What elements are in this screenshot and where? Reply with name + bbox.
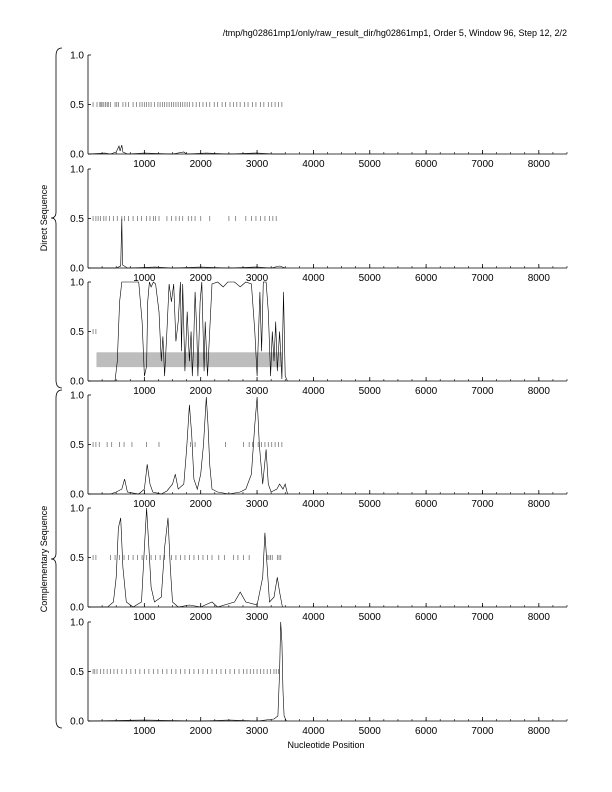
x-tick-label: 3000 <box>246 726 269 737</box>
x-tick-label: 8000 <box>528 386 551 397</box>
y-tick-label: 1.0 <box>70 278 84 289</box>
x-tick-label: 2000 <box>190 612 213 623</box>
x-tick-label: 3000 <box>246 612 269 623</box>
y-tick-label: 0.5 <box>70 214 84 225</box>
panel-direct-frame-1: 0.0 0.5 1.0 1000 2000 3000 4000 5000 6000 7000 800… <box>70 51 568 170</box>
y-tick-label: 0.0 <box>70 490 84 501</box>
x-tick-label: 4000 <box>302 273 325 284</box>
x-tick-label: 3000 <box>246 386 269 397</box>
x-tick-label: 2000 <box>190 386 213 397</box>
direct-sequence-bracket <box>50 47 63 389</box>
x-tick-label: 1000 <box>133 273 156 284</box>
x-tick-label: 7000 <box>471 159 494 170</box>
x-tick-label: 6000 <box>415 159 438 170</box>
y-tick-label: 0.5 <box>70 100 84 111</box>
x-tick-label: 1000 <box>133 499 156 510</box>
panel-direct-frame-3: 0.0 0.5 1.0 1000 2000 3000 4000 5000 6000 7000 800… <box>70 278 568 397</box>
x-tick-label: 2000 <box>190 499 213 510</box>
group-brackets: Direct Sequence Complementary Sequence <box>39 47 63 729</box>
chart-title: /tmp/hg02861mp1/only/raw_result_dir/hg02… <box>223 28 567 38</box>
y-tick-label: 1.0 <box>70 391 84 402</box>
x-tick-label: 4000 <box>302 159 325 170</box>
x-tick-label: 2000 <box>190 159 213 170</box>
y-tick-label: 0.5 <box>70 327 84 338</box>
x-tick-label: 3000 <box>246 499 269 510</box>
panel-complementary-frame-2: 0.0 0.5 1.0 1000 2000 3000 4000 5000 6000 7000 800… <box>70 504 568 623</box>
x-tick-label: 6000 <box>415 726 438 737</box>
x-tick-label: 7000 <box>471 499 494 510</box>
x-tick-label: 4000 <box>302 612 325 623</box>
x-tick-label: 4000 <box>302 726 325 737</box>
complementary-sequence-label: Complementary Sequence <box>39 506 49 613</box>
x-tick-label: 5000 <box>359 159 382 170</box>
x-tick-label: 2000 <box>190 726 213 737</box>
y-tick-label: 0.0 <box>70 150 84 161</box>
series-line <box>88 281 288 382</box>
y-tick-label: 0.0 <box>70 717 84 728</box>
x-tick-label: 7000 <box>471 386 494 397</box>
series-line <box>88 396 288 495</box>
direct-sequence-label: Direct Sequence <box>39 185 49 252</box>
x-tick-label: 2000 <box>190 273 213 284</box>
x-tick-label: 3000 <box>246 273 269 284</box>
panel-complementary-frame-3: 0.0 0.5 1.0 1000 2000 3000 4000 5000 6000 7000 800… <box>70 618 568 737</box>
complementary-sequence-bracket <box>50 389 63 729</box>
y-tick-label: 0.5 <box>70 440 84 451</box>
x-tick-label: 6000 <box>415 499 438 510</box>
panel-direct-frame-2: 0.0 0.5 1.0 1000 2000 3000 4000 5000 6000 7000 800… <box>70 165 568 284</box>
x-tick-label: 1000 <box>133 726 156 737</box>
y-tick-label: 0.0 <box>70 264 84 275</box>
series-line <box>87 621 287 722</box>
y-tick-label: 1.0 <box>70 618 84 629</box>
x-tick-label: 6000 <box>415 612 438 623</box>
x-tick-label: 7000 <box>471 726 494 737</box>
y-tick-label: 1.0 <box>70 504 84 515</box>
x-tick-label: 8000 <box>528 273 551 284</box>
x-tick-label: 1000 <box>133 612 156 623</box>
series-line <box>88 218 286 269</box>
x-tick-label: 8000 <box>528 499 551 510</box>
x-tick-label: 8000 <box>528 612 551 623</box>
x-tick-label: 6000 <box>415 273 438 284</box>
x-tick-label: 4000 <box>302 386 325 397</box>
y-tick-label: 0.5 <box>70 667 84 678</box>
x-tick-label: 5000 <box>359 273 382 284</box>
x-tick-label: 5000 <box>359 612 382 623</box>
x-tick-label: 4000 <box>302 499 325 510</box>
y-tick-label: 0.5 <box>70 553 84 564</box>
x-tick-label: 7000 <box>471 273 494 284</box>
y-tick-label: 0.0 <box>70 377 84 388</box>
x-tick-label: 1000 <box>133 386 156 397</box>
series-line <box>88 507 283 608</box>
x-axis-title: Nucleotide Position <box>287 740 364 750</box>
x-tick-label: 6000 <box>415 386 438 397</box>
x-tick-label: 5000 <box>359 726 382 737</box>
x-tick-label: 1000 <box>133 159 156 170</box>
panels: 0.0 0.5 1.0 1000 2000 3000 4000 5000 6000 7000 800… <box>70 51 568 737</box>
panel-complementary-frame-1: 0.0 0.5 1.0 1000 2000 3000 4000 5000 6000 7000 800… <box>70 391 568 510</box>
x-tick-label: 3000 <box>246 159 269 170</box>
x-tick-label: 5000 <box>359 386 382 397</box>
x-tick-label: 8000 <box>528 726 551 737</box>
y-tick-label: 0.0 <box>70 603 84 614</box>
x-tick-label: 8000 <box>528 159 551 170</box>
y-tick-label: 1.0 <box>70 51 84 62</box>
x-tick-label: 5000 <box>359 499 382 510</box>
y-tick-label: 1.0 <box>70 165 84 176</box>
x-tick-label: 7000 <box>471 612 494 623</box>
